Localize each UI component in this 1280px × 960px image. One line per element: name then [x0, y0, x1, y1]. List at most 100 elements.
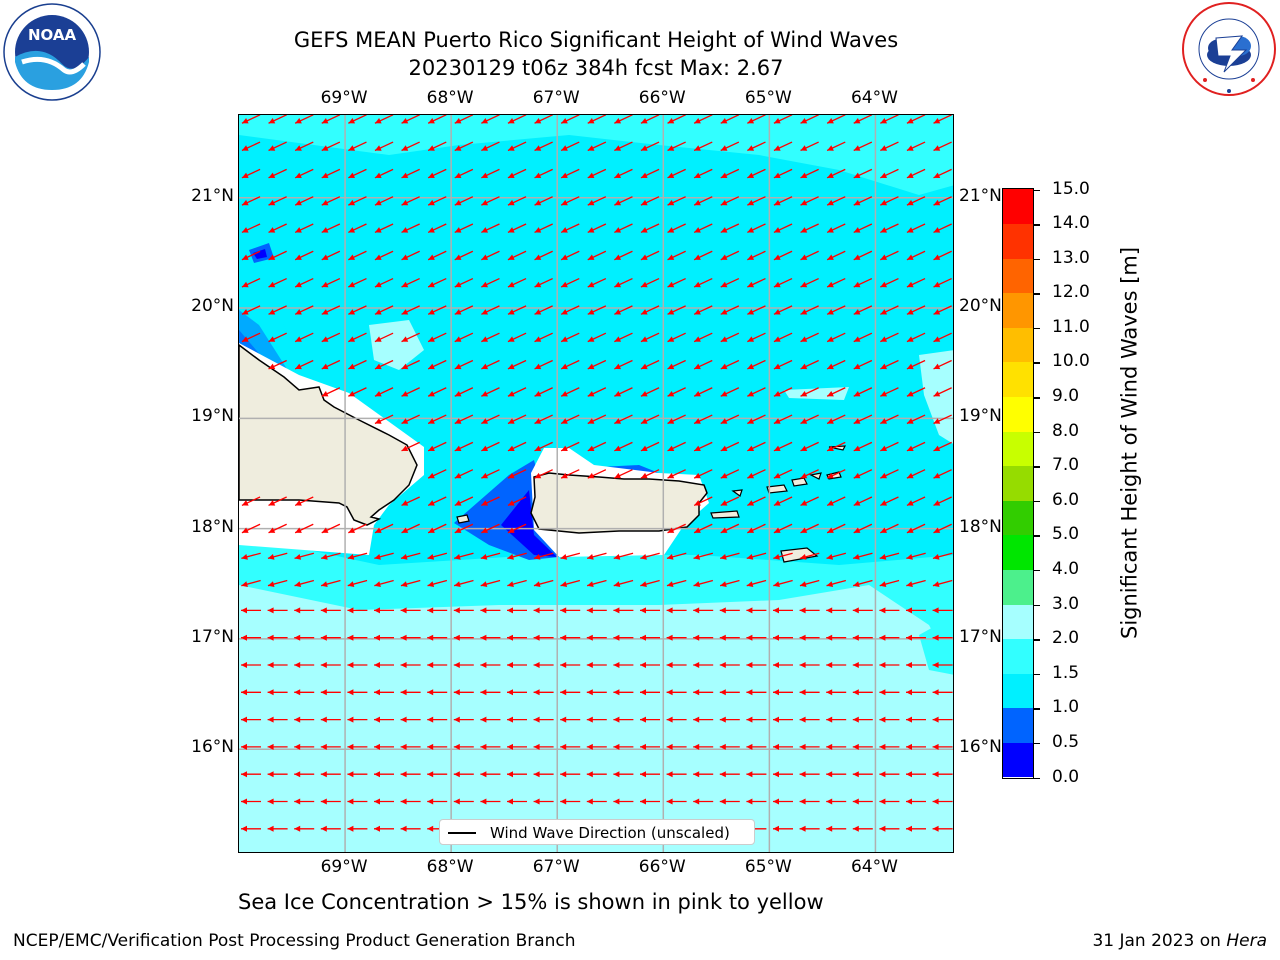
wave-direction-arrow: [267, 798, 288, 805]
wave-direction-arrow: [587, 332, 607, 343]
wave-direction-arrow: [667, 332, 686, 343]
wave-direction-arrow: [348, 196, 367, 206]
colorbar-tick-label: 10.0: [1052, 351, 1090, 372]
wave-direction-arrow: [427, 496, 447, 507]
wave-direction-arrow: [268, 168, 287, 179]
wave-direction-arrow: [507, 662, 527, 668]
colorbar-tick: [1034, 362, 1040, 364]
wave-direction-arrow: [906, 579, 926, 588]
wave-direction-arrow: [294, 359, 314, 370]
wave-direction-arrow: [533, 743, 554, 750]
wave-direction-arrow: [853, 277, 873, 288]
wave-direction-arrow: [320, 771, 341, 778]
wave-direction-arrow: [587, 441, 607, 452]
colorbar-tick: [1034, 431, 1040, 434]
wave-direction-arrow: [481, 115, 500, 124]
wave-direction-arrow: [507, 441, 527, 452]
wave-direction-arrow: [507, 523, 527, 534]
wave-direction-arrow: [374, 359, 394, 370]
wave-direction-arrow: [374, 607, 394, 614]
wave-direction-arrow: [747, 141, 766, 152]
wave-height-map: [239, 115, 953, 852]
wave-direction-arrow: [294, 115, 314, 124]
wave-direction-arrow: [427, 223, 447, 234]
lat-label-left: 19°N: [191, 406, 234, 427]
wave-direction-arrow: [614, 250, 633, 261]
wave-direction-arrow: [880, 414, 899, 425]
wave-direction-arrow: [320, 798, 341, 805]
wave-direction-arrow: [374, 689, 394, 696]
wave-direction-arrow: [906, 141, 926, 152]
colorbar-tick-label: 6.0: [1052, 489, 1080, 510]
wave-direction-arrow: [427, 305, 447, 315]
wave-direction-arrow: [693, 223, 713, 234]
wave-direction-arrow: [453, 607, 474, 614]
wave-direction-arrow: [800, 196, 819, 206]
wave-direction-arrow: [880, 196, 899, 206]
wave-direction-arrow: [401, 250, 420, 261]
legend-label: Wind Wave Direction (unscaled): [490, 824, 730, 842]
wave-direction-arrow: [320, 552, 341, 560]
wave-direction-arrow: [773, 579, 793, 588]
wave-direction-arrow: [507, 771, 527, 778]
wave-direction-arrow: [374, 115, 394, 124]
wave-direction-arrow: [294, 277, 314, 288]
wave-direction-arrow: [853, 496, 873, 507]
wave-direction-arrow: [401, 414, 420, 425]
gridlines: [239, 115, 953, 852]
footer-left: NCEP/EMC/Verification Post Processing Pr…: [13, 931, 576, 951]
wave-direction-arrow: [666, 743, 687, 750]
wave-direction-arrow: [586, 662, 607, 668]
colorbar-segment: [1003, 604, 1033, 640]
wave-direction-arrow: [773, 662, 793, 668]
wave-direction-arrow: [746, 662, 767, 668]
wave-direction-arrow: [853, 414, 873, 425]
wave-direction-arrow: [667, 305, 686, 315]
wave-direction-arrow: [267, 552, 288, 560]
wave-direction-arrow: [693, 798, 714, 805]
footer-host: Hera: [1226, 931, 1267, 951]
wave-direction-arrow: [826, 662, 847, 668]
wave-direction-arrow: [401, 168, 420, 179]
wave-direction-arrow: [720, 441, 740, 452]
wave-direction-arrow: [560, 798, 581, 805]
lat-label-right: 19°N: [959, 406, 1002, 427]
wave-direction-arrow: [719, 716, 740, 723]
wave-direction-arrow: [640, 743, 660, 750]
wave-direction-arrow: [826, 825, 847, 832]
wave-direction-arrow: [879, 825, 900, 832]
wave-direction-arrow: [880, 496, 899, 507]
wave-direction-arrow: [427, 168, 447, 179]
wave-direction-arrow: [800, 115, 819, 124]
wave-direction-arrow: [613, 552, 634, 560]
wave-direction-arrow: [826, 798, 847, 805]
wave-direction-arrow: [427, 414, 447, 425]
wave-direction-arrow: [640, 579, 660, 588]
colorbar-segment: [1003, 465, 1033, 501]
wave-direction-arrow: [640, 250, 660, 261]
wave-direction-arrow: [800, 523, 819, 534]
wave-direction-arrow: [667, 196, 686, 206]
wave-direction-arrow: [507, 798, 527, 805]
wave-direction-arrow: [587, 277, 607, 288]
wave-direction-arrow: [427, 662, 448, 668]
wave-direction-arrow: [401, 496, 420, 507]
wave-direction-arrow: [746, 552, 767, 560]
colorbar-tick-label: 9.0: [1052, 386, 1080, 407]
wave-direction-arrow: [427, 798, 448, 805]
wave-direction-arrow: [826, 689, 847, 696]
wave-direction-arrow: [321, 332, 341, 343]
wave-direction-arrow: [560, 579, 581, 588]
wave-direction-arrow: [933, 277, 952, 288]
wave-direction-arrow: [747, 496, 766, 507]
wave-direction-arrow: [879, 743, 900, 750]
wave-direction-arrow: [268, 523, 287, 534]
wave-direction-arrow: [454, 277, 474, 288]
wave-direction-arrow: [348, 332, 367, 343]
wave-direction-arrow: [720, 141, 740, 152]
wave-direction-arrow: [879, 689, 900, 696]
wave-direction-arrow: [587, 387, 607, 397]
colorbar-segment: [1003, 500, 1033, 536]
lat-label-left: 17°N: [191, 626, 234, 647]
wave-direction-arrow: [348, 359, 367, 370]
